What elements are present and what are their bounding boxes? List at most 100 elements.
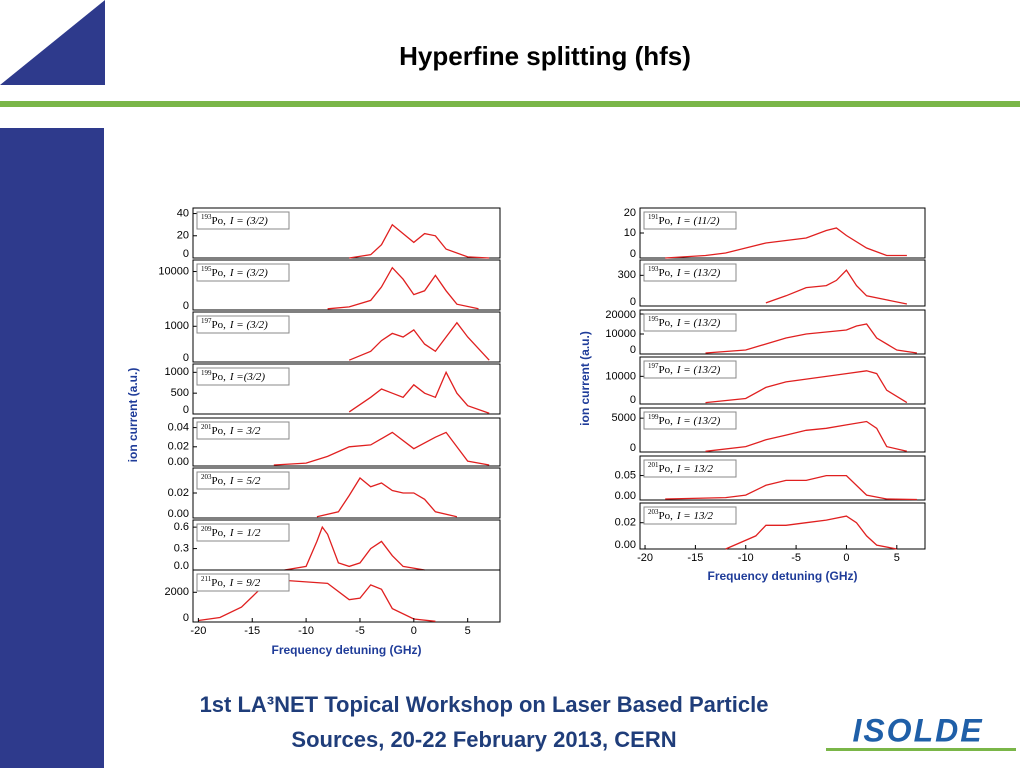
x-tick-label: 0 [411,625,417,637]
element: Po, [659,415,674,427]
element: Po, [211,577,226,589]
y-tick-label: 10 [624,227,636,239]
mass-number: 203 [648,508,659,516]
isotope-label: 199Po, I =(3/2) [201,369,265,383]
isotope-box [643,360,737,379]
x-tick-label: 5 [465,625,471,637]
y-axis-label: ion current (a.u.) [578,331,592,426]
mass-number: 195 [648,315,659,323]
y-tick-label: 0.00 [615,490,636,502]
x-tick-label: -15 [687,552,703,564]
title: Hyperfine splitting (hfs) [399,41,691,71]
corner-triangle [0,0,105,85]
fit-curve [665,474,917,501]
y-tick-label: 0.05 [615,469,636,481]
element: Po, [212,267,227,279]
y-tick-label: 10000 [605,370,636,382]
fit-curve [705,370,908,404]
y-tick-label: 0.0 [174,560,189,572]
y-tick-label: 0.00 [615,539,636,551]
y-tick-label: 0 [183,300,189,312]
spin: I = 5/2 [229,475,261,487]
isotope-box [196,263,290,282]
isotope-label: 191Po, I = (11/2) [648,213,720,227]
mass-number: 201 [648,461,659,469]
mass-number: 197 [201,317,212,325]
isotope-box [196,315,290,334]
y-tick-label: 0 [630,248,636,260]
mass-number: 199 [201,369,212,377]
element: Po, [659,463,674,475]
panel-frame [639,309,926,355]
isotope-box [643,411,737,430]
spin: I = (11/2) [676,215,720,227]
panel-frame [192,417,501,467]
fit-curve [198,579,436,622]
panel-frame [192,363,501,415]
element: Po, [659,317,674,329]
x-tick-label: -5 [791,552,801,564]
y-tick-label: 0.04 [168,422,189,434]
y-tick-label: 0 [183,352,189,364]
y-tick-label: 20 [624,207,636,219]
isotope-box [643,459,737,478]
mass-number: 203 [201,473,212,481]
spin: I = 3/2 [229,425,261,437]
fit-curve [348,321,490,361]
isotope-box [643,506,737,525]
isotope-label: 193Po, I = (3/2) [201,213,268,227]
isotope-box [643,211,737,230]
panel-frame [639,356,926,405]
element: Po, [212,527,227,539]
isotope-label: 197Po, I = (13/2) [648,362,721,376]
isotope-box [196,367,290,386]
fit-curve [725,515,897,550]
panel-frame [639,455,926,501]
y-tick-label: 1000 [165,366,189,378]
mass-number: 209 [201,525,212,533]
x-axis-label: Frequency detuning (GHz) [708,569,858,583]
y-tick-label: 0.6 [174,521,189,533]
fit-curve [765,269,908,305]
mass-number: 191 [648,213,659,221]
y-tick-label: 5000 [612,412,636,424]
footer-line: Sources, 20-22 February 2013, CERN [291,727,676,752]
y-tick-label: 0 [183,248,189,260]
isotope-box [196,573,290,592]
side-bar [0,128,104,768]
isotope-box [643,313,737,332]
isotope-label: 197Po, I = (3/2) [201,317,268,331]
fit-curve [273,431,490,466]
isotope-label: 201Po, I = 13/2 [648,461,714,475]
spin: I = (3/2) [229,267,268,279]
panel-frame [192,207,501,259]
panel-frame [192,311,501,363]
mass-number: 201 [201,423,212,431]
spin: I = 13/2 [676,510,714,522]
y-tick-label: 0 [630,394,636,406]
isotope-box [196,523,290,542]
element: Po, [212,319,227,331]
fit-curve [327,266,479,310]
element: Po, [212,475,227,487]
isotope-box [196,211,290,230]
mass-number: 193 [201,213,212,221]
isotope-label: 203Po, I = 5/2 [201,473,261,487]
mass-number: 211 [201,575,212,583]
isotope-label: 199Po, I = (13/2) [648,413,721,427]
mass-number: 195 [201,265,212,273]
spin: I = (13/2) [676,415,721,427]
mass-number: 199 [648,413,659,421]
isotope-label: 193Po, I = (13/2) [648,265,721,279]
y-tick-label: 0.3 [174,542,189,554]
y-tick-label: 0.00 [168,508,189,520]
y-tick-label: 10000 [605,328,636,340]
isotope-box [643,263,737,282]
isotope-label: 195Po, I = (13/2) [648,315,721,329]
spin: I = (13/2) [676,364,721,376]
y-tick-label: 0 [183,404,189,416]
y-tick-label: 40 [177,207,189,219]
fit-curve [705,323,917,354]
footer-line: 1st LA³NET Topical Workshop on Laser Bas… [200,692,769,717]
isotope-label: 209Po, I = 1/2 [201,525,261,539]
